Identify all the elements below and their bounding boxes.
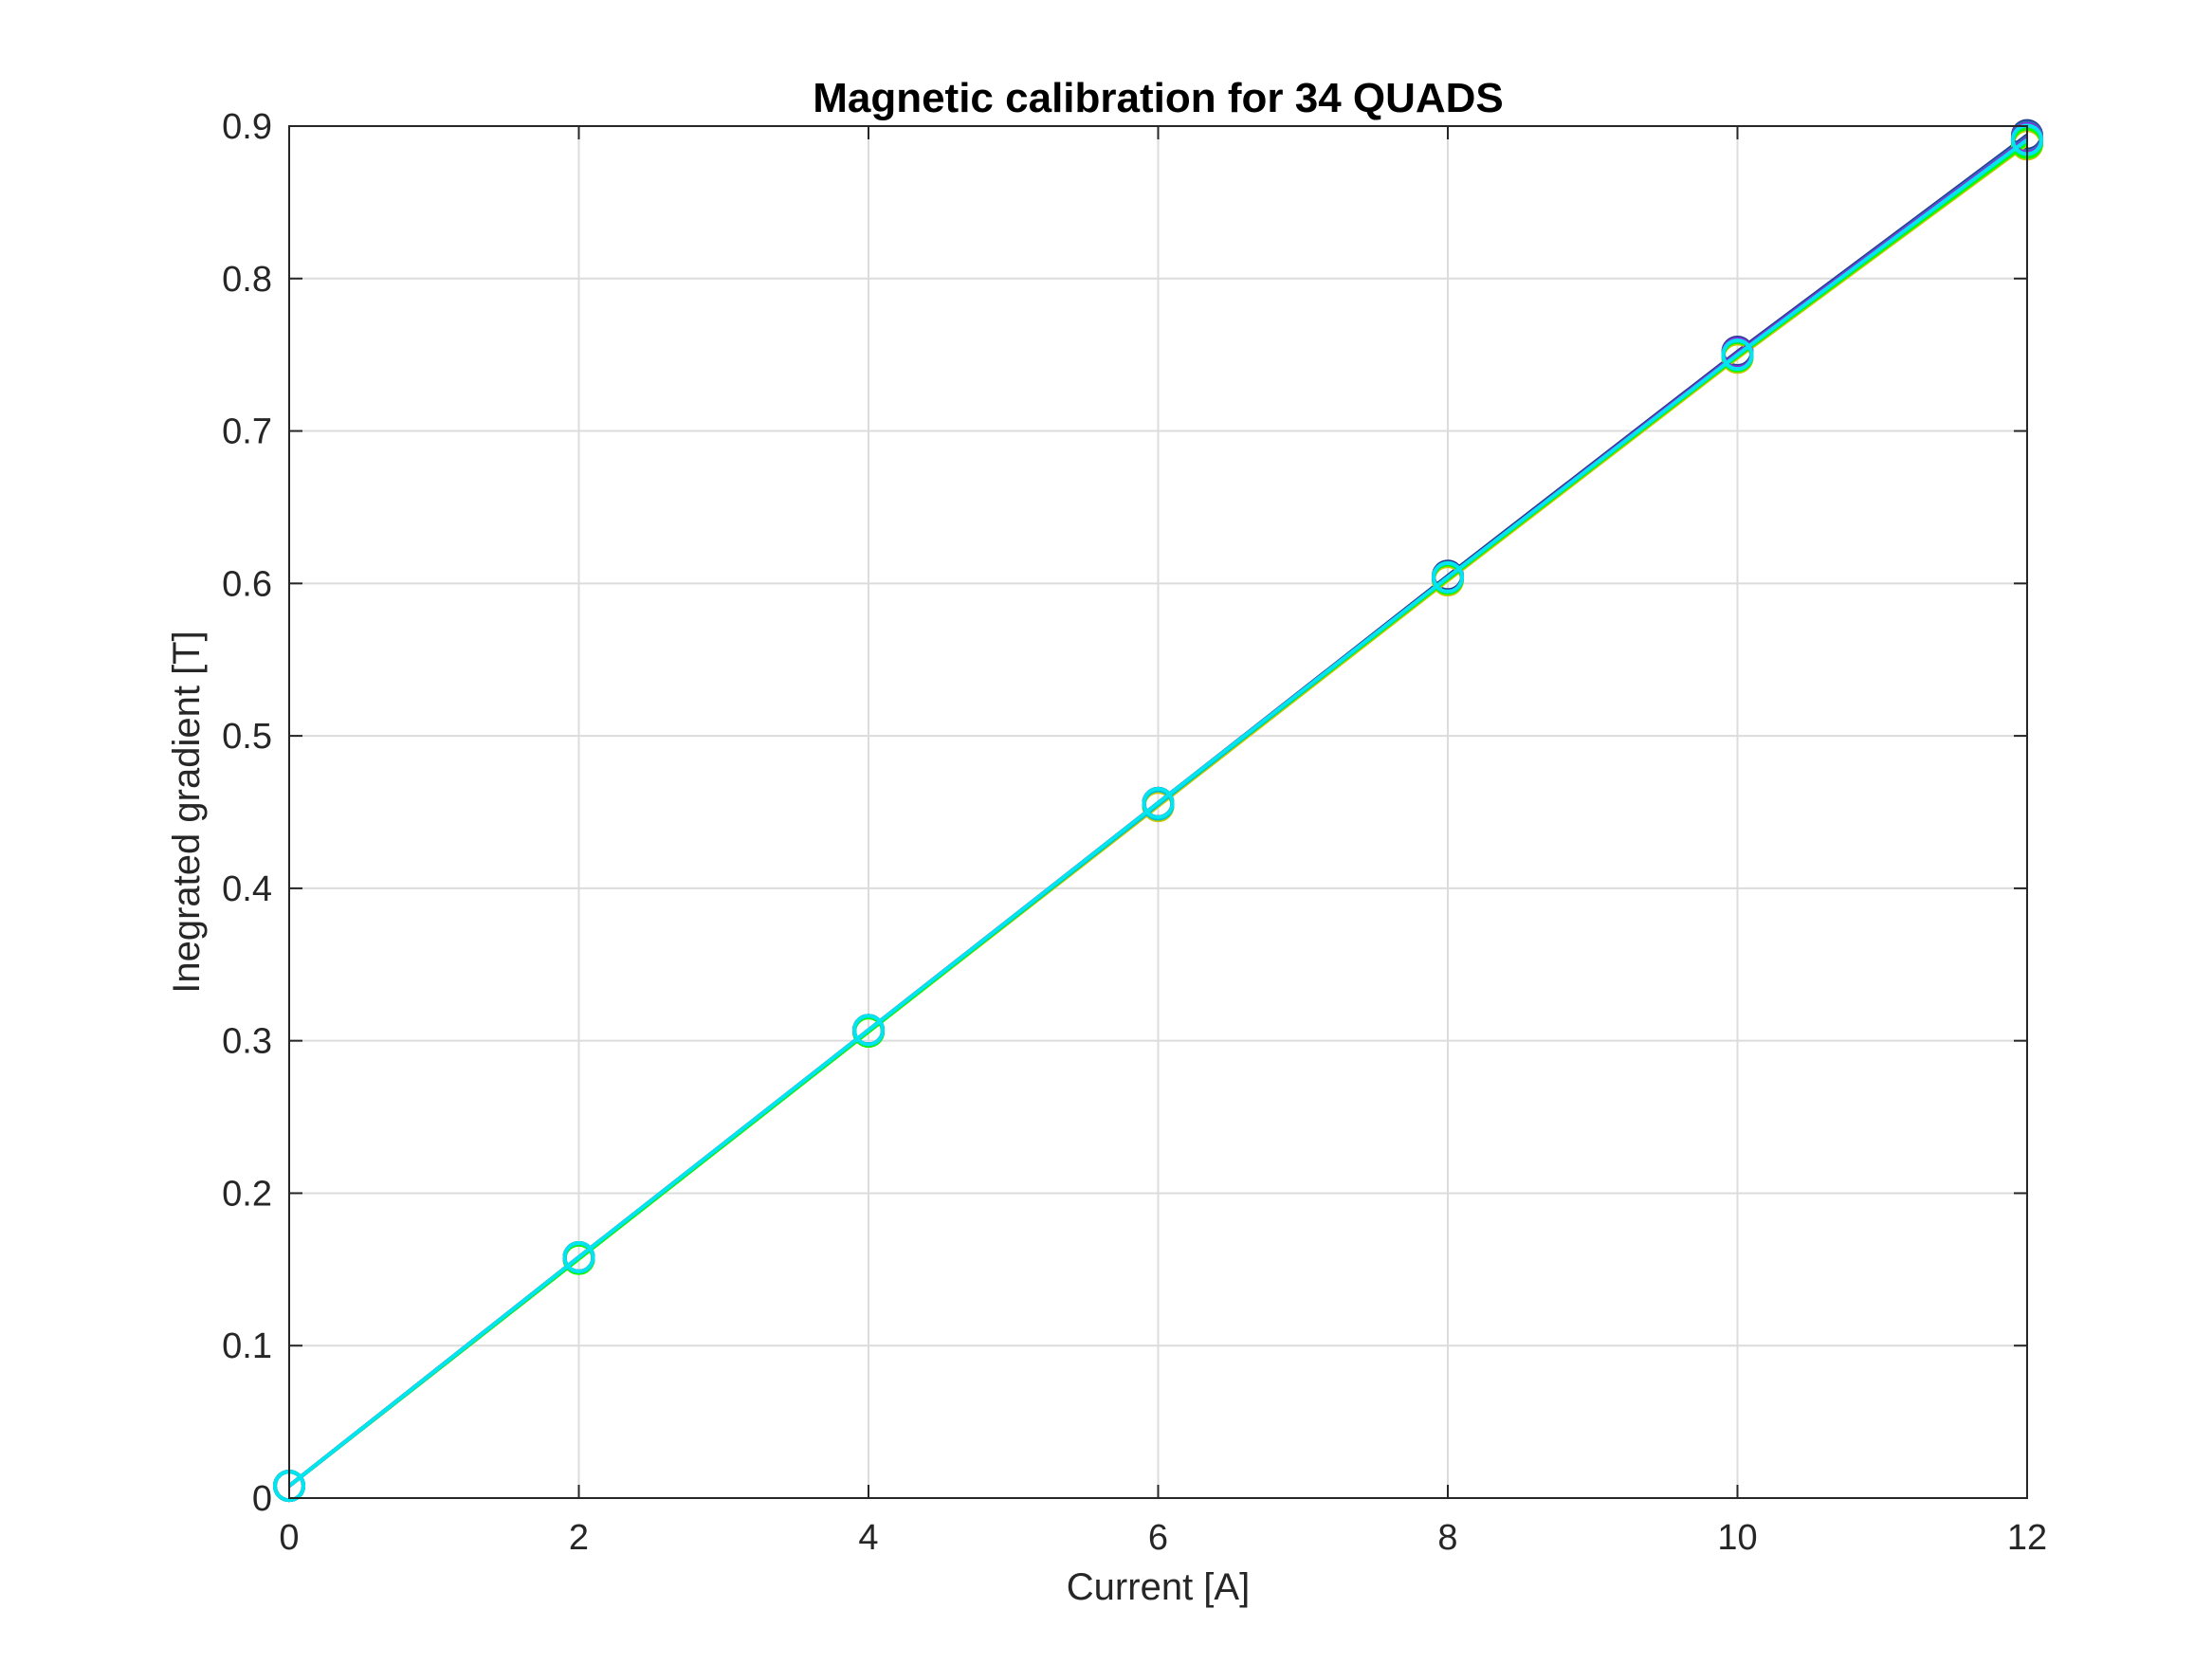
x-tick-label: 4: [858, 1518, 878, 1558]
series-13: [273, 123, 2043, 1503]
y-tick-label: 0: [252, 1479, 272, 1519]
data-point-marker: [852, 1014, 885, 1047]
data-point-marker: [562, 1240, 595, 1273]
x-tick-label: 10: [1717, 1518, 1757, 1558]
data-point-marker: [1721, 338, 1754, 372]
y-tick-label: 0.1: [222, 1326, 272, 1366]
y-tick-label: 0.2: [222, 1174, 272, 1214]
x-tick-label: 12: [2007, 1518, 2047, 1558]
y-tick-label: 0.5: [222, 717, 272, 757]
x-axis-label: Current [A]: [1067, 1566, 1250, 1608]
axis-ticks: [288, 125, 2028, 1499]
x-tick-label: 8: [1437, 1518, 1457, 1558]
y-tick-label: 0.7: [222, 412, 272, 452]
chart-title: Magnetic calibration for 34 QUADS: [813, 75, 1504, 121]
y-tick-label: 0.8: [222, 260, 272, 300]
x-tick-label: 2: [569, 1518, 589, 1558]
data-point-marker: [1142, 786, 1175, 819]
y-tick-label: 0.6: [222, 564, 272, 604]
y-tick-label: 0.3: [222, 1022, 272, 1062]
x-tick-labels: 0 2 4 6 8 10 12: [279, 1518, 2047, 1558]
y-tick-labels: 0 0.1 0.2 0.3 0.4 0.5 0.6 0.7 0.8 0.9: [222, 107, 272, 1519]
data-series: [273, 119, 2043, 1503]
y-axis-label: Inegrated gradient [T]: [166, 631, 208, 993]
data-point-marker: [1432, 560, 1464, 594]
x-tick-label: 0: [279, 1518, 299, 1558]
x-tick-label: 6: [1148, 1518, 1168, 1558]
series-line: [287, 137, 2029, 1488]
y-tick-label: 0.9: [222, 107, 272, 147]
y-tick-label: 0.4: [222, 869, 272, 909]
